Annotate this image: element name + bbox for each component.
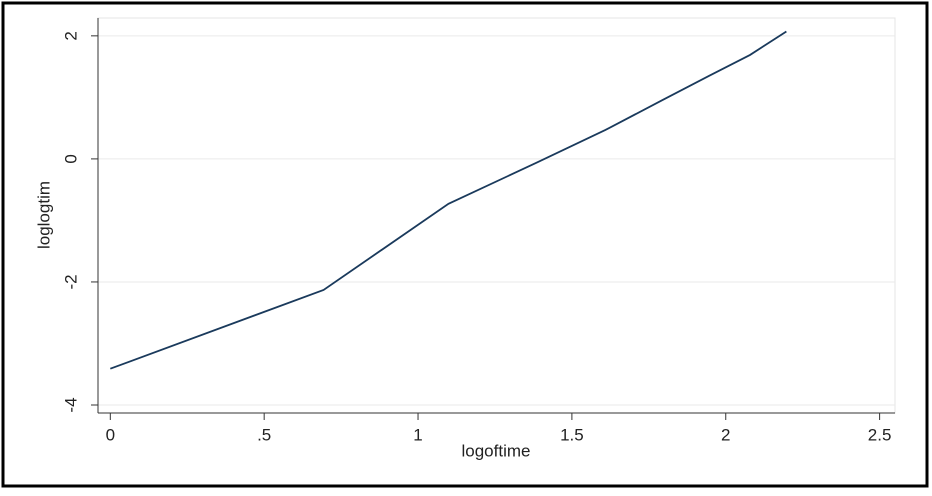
y-tick-label: 2 [61, 31, 80, 40]
y-tick-label: -4 [61, 397, 80, 412]
x-tick-label: 0 [106, 425, 115, 444]
x-tick-label: 1.5 [560, 425, 584, 444]
x-tick-label: 1 [413, 425, 422, 444]
x-tick-label: .5 [257, 425, 271, 444]
y-tick-label: 0 [61, 154, 80, 163]
x-tick-label: 2.5 [868, 425, 892, 444]
x-tick-label: 2 [721, 425, 730, 444]
plot-region [97, 17, 896, 414]
line [109, 30, 787, 370]
y-tick-label: -2 [61, 274, 80, 289]
y-axis-title: loglogtim [34, 181, 53, 249]
x-axis-title: logoftime [462, 441, 531, 460]
